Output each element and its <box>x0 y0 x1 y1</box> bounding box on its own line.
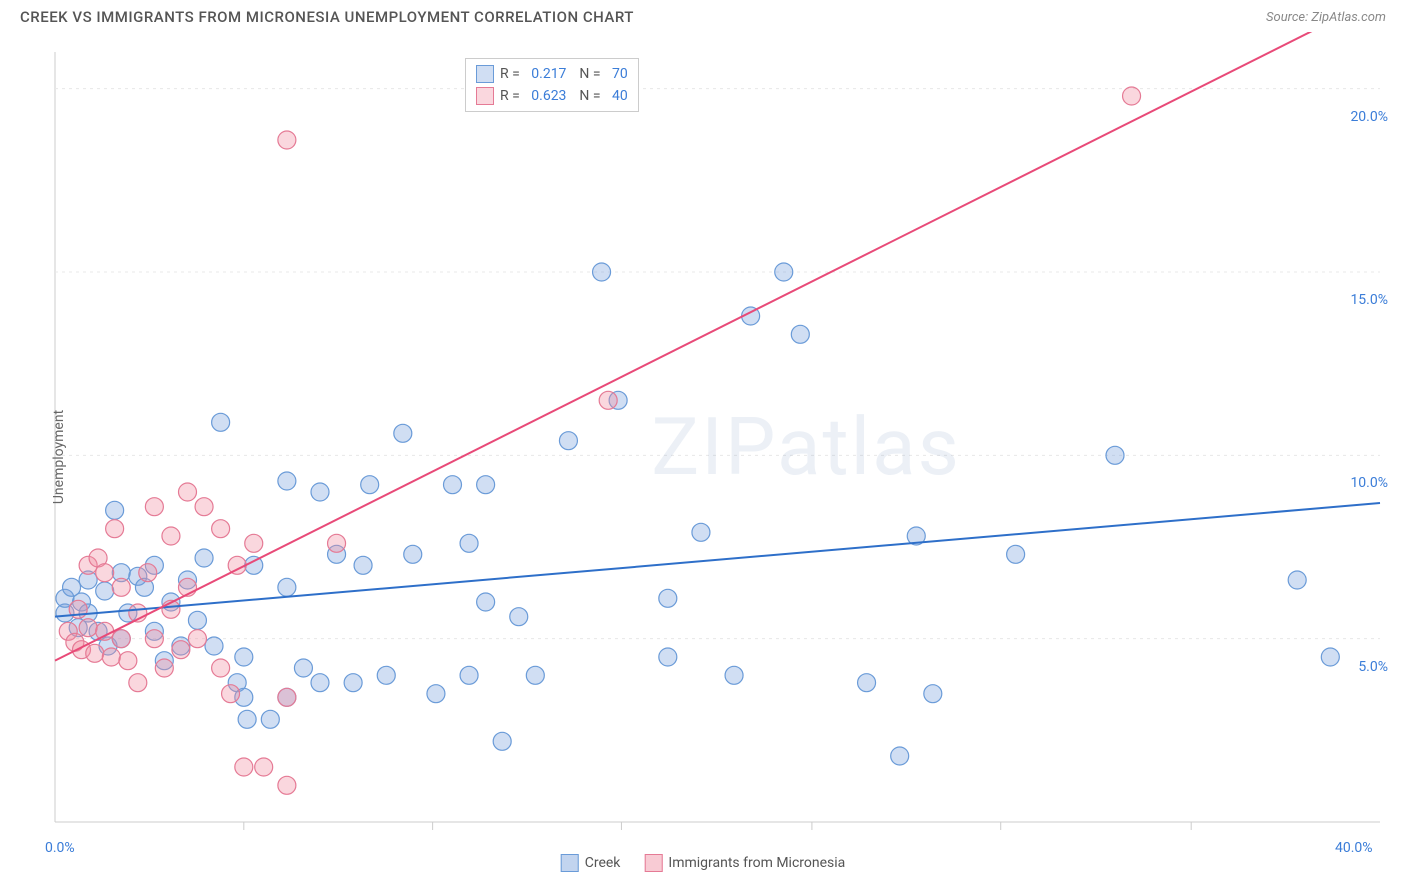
y-tick-label: 5.0% <box>1358 659 1388 675</box>
chart-title: CREEK VS IMMIGRANTS FROM MICRONESIA UNEM… <box>20 8 634 26</box>
series-legend-item: Creek <box>561 854 621 872</box>
y-tick-label: 15.0% <box>1350 292 1388 308</box>
series-legend-item: Immigrants from Micronesia <box>644 854 845 872</box>
y-tick-label: 10.0% <box>1350 475 1388 491</box>
series-legend: Creek Immigrants from Micronesia <box>561 854 846 872</box>
stats-legend-row: R = 0.623 N = 40 <box>476 85 628 107</box>
x-tick-min: 0.0% <box>45 840 75 856</box>
source-label: Source: ZipAtlas.com <box>1266 10 1386 25</box>
x-tick-max: 40.0% <box>1335 840 1373 856</box>
y-tick-label: 20.0% <box>1350 109 1388 125</box>
stats-legend: R = 0.217 N = 70R = 0.623 N = 40 <box>465 58 639 112</box>
y-axis-label: Unemployment <box>51 410 67 504</box>
chart-area: Unemployment ZIPatlas R = 0.217 N = 70R … <box>0 32 1406 882</box>
scatter-plot <box>0 32 1406 882</box>
stats-legend-row: R = 0.217 N = 70 <box>476 63 628 85</box>
